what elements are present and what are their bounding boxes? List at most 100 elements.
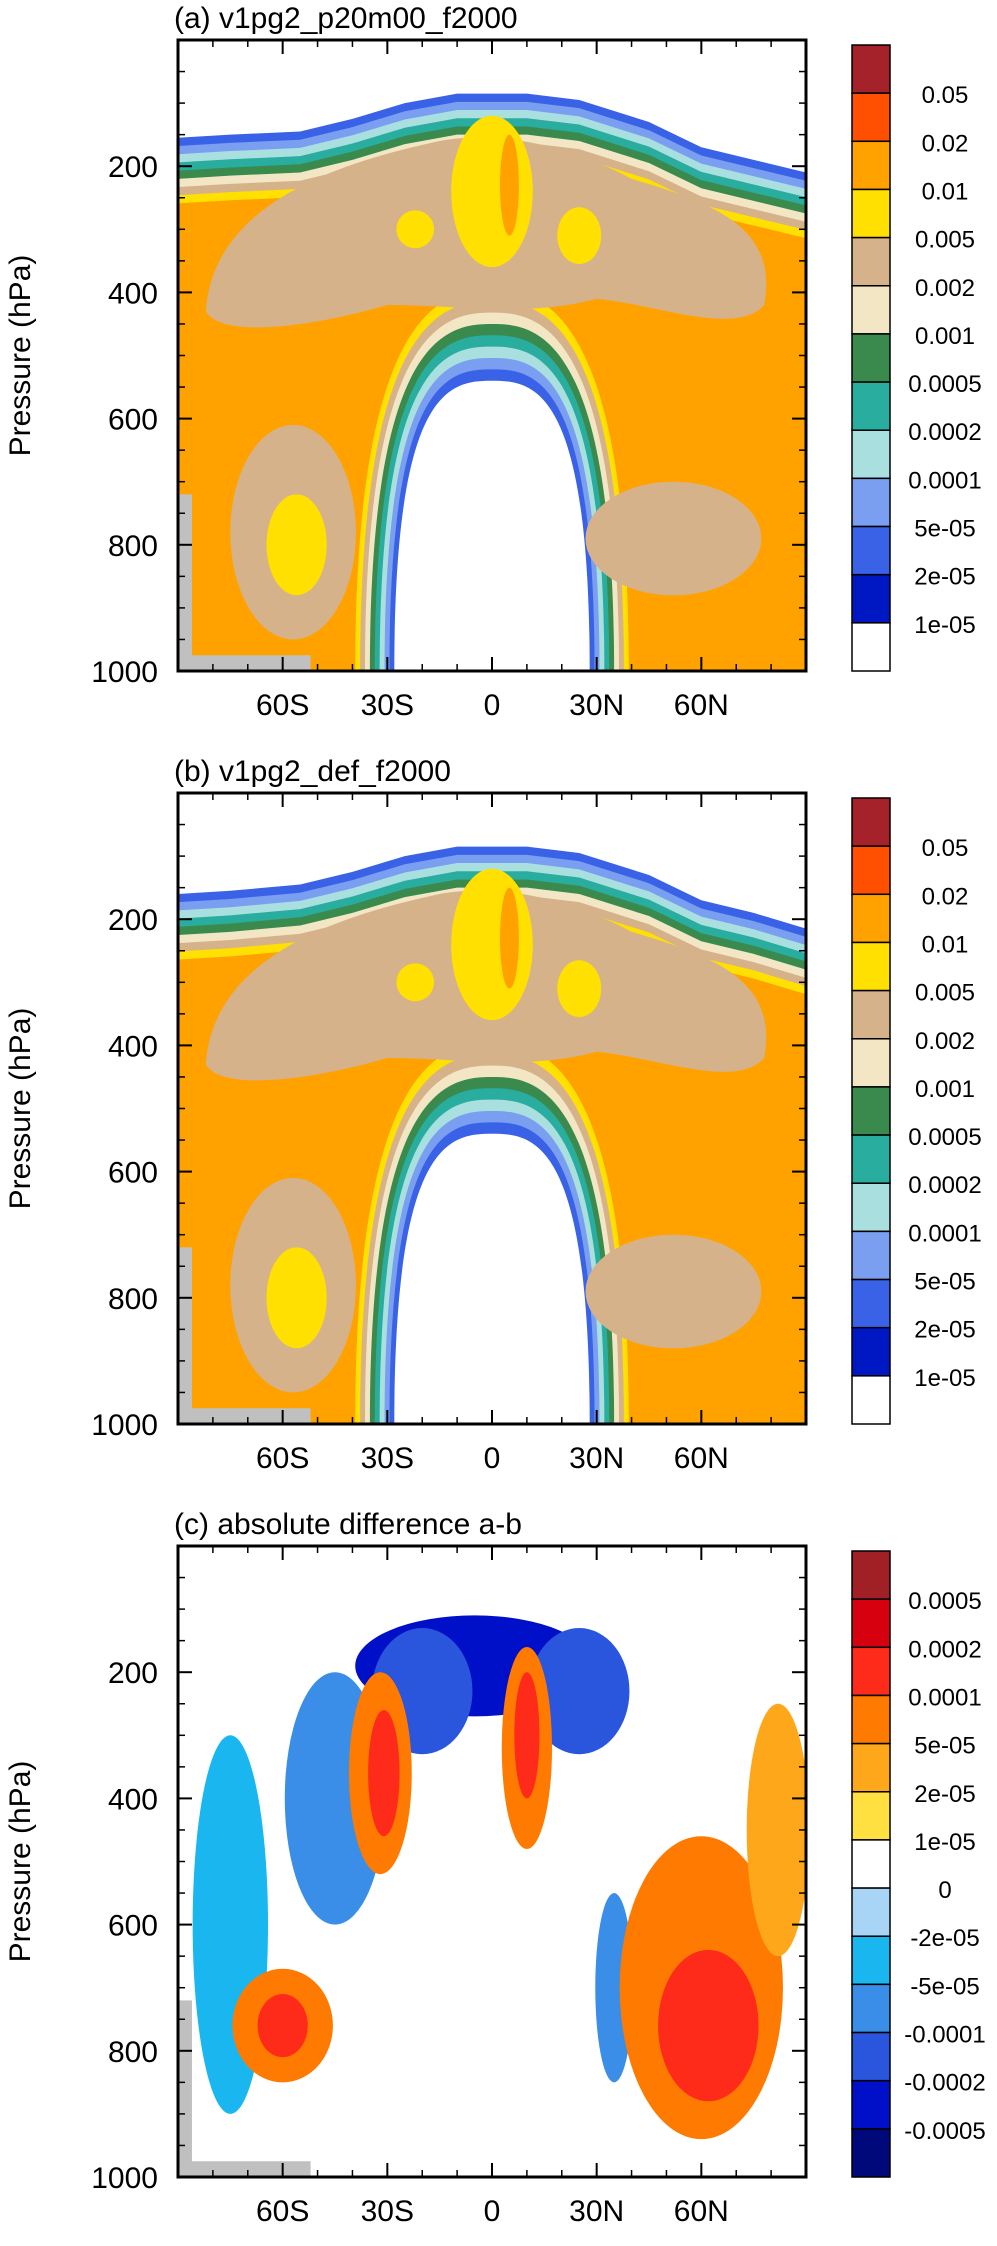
contour-band: [595, 1893, 633, 2083]
x-tick-label: 60N: [674, 689, 729, 722]
colorbar-swatch: [851, 1839, 891, 1889]
colorbar-swatch: [851, 1887, 891, 1937]
x-tick-label: 60N: [674, 1442, 729, 1475]
colorbar-swatch: [851, 1278, 891, 1329]
x-axis: 60S 30S 0 30N 60N: [212, 793, 772, 1475]
colorbar-label: 2e-05: [914, 564, 975, 591]
colorbar-swatch: [851, 1375, 891, 1425]
colorbar-swatch: [851, 941, 891, 992]
colorbar-swatch: [851, 893, 891, 944]
chart-title: (c) absolute difference a-b: [174, 1508, 522, 1541]
contour-band: [368, 1710, 400, 1837]
y-axis: 200 400 600 800 1000: [91, 1576, 806, 2195]
colorbar-swatch: [851, 2079, 891, 2130]
colorbar-swatch: [851, 1134, 891, 1184]
colorbar-label: 5e-05: [914, 1269, 975, 1296]
colorbar: 0.0005 0.0002 0.0001 5e-05 2e-05 1e-05 0 -2e-05…: [851, 1550, 986, 2178]
x-tick-label: 30N: [569, 689, 624, 722]
colorbar-label: -0.0005: [904, 2118, 985, 2145]
colorbar-label: 0: [938, 1877, 951, 1904]
colorbar: 0.05 0.02 0.01 0.005 0.002 0.001 0.0005 0.0002 0…: [851, 44, 982, 672]
colorbar-label: 1e-05: [914, 1829, 975, 1856]
colorbar-label: 0.05: [922, 835, 969, 862]
y-axis-label: Pressure (hPa): [4, 1008, 37, 1210]
colorbar-swatch: [851, 1646, 891, 1697]
colorbar-swatch: [851, 1326, 891, 1377]
x-tick-label: 30N: [569, 1442, 624, 1475]
x-tick-label: 0: [484, 1442, 501, 1475]
contour-band: [585, 1234, 762, 1349]
colorbar-label: 0.01: [922, 178, 969, 205]
colorbar-swatch: [851, 285, 891, 335]
colorbar-swatch: [851, 429, 891, 480]
colorbar-swatch: [851, 1742, 891, 1793]
colorbar-swatch: [851, 2128, 891, 2178]
colorbar-swatch: [851, 1086, 891, 1136]
colorbar-label: -5e-05: [910, 1973, 979, 2000]
y-axis: 200 400 600 800 1000: [91, 823, 806, 1442]
y-tick-label: 1000: [91, 1409, 158, 1442]
colorbar-label: 1e-05: [914, 1365, 975, 1392]
colorbar-label: 0.0001: [908, 467, 981, 494]
colorbar-label: 0.0005: [908, 1588, 981, 1615]
contour-band: [451, 115, 533, 268]
colorbar-swatch: [851, 1791, 891, 1841]
x-axis: 60S 30S 0 30N 60N: [212, 1546, 772, 2228]
x-tick-label: 30S: [361, 689, 414, 722]
colorbar-label: 0.0005: [908, 371, 981, 398]
colorbar-swatch: [851, 2031, 891, 2082]
contour-band: [396, 210, 435, 249]
y-tick-label: 200: [108, 151, 158, 184]
contour-band: [500, 887, 519, 989]
y-tick-label: 200: [108, 904, 158, 937]
colorbar-label: 0.0002: [908, 419, 981, 446]
y-tick-label: 1000: [91, 656, 158, 689]
colorbar-swatch: [851, 573, 891, 624]
colorbar-swatch: [851, 1598, 891, 1649]
y-tick-label: 400: [108, 277, 158, 310]
x-tick-label: 0: [484, 689, 501, 722]
contour-band: [658, 1949, 759, 2102]
plot-area: [178, 40, 806, 671]
contour-band: [451, 868, 533, 1021]
colorbar-swatch: [851, 188, 891, 239]
colorbar-label: 0.02: [922, 130, 969, 157]
contour-band: [396, 963, 435, 1002]
contour-band: [500, 134, 519, 236]
colorbar-swatch: [851, 236, 891, 287]
contour-band: [266, 494, 327, 596]
colorbar-label: 0.001: [915, 1076, 975, 1103]
y-axis: 200 400 600 800 1000: [91, 70, 806, 689]
colorbar-label: 5e-05: [914, 1733, 975, 1760]
colorbar-label: 0.002: [915, 1028, 975, 1055]
x-tick-label: 60S: [256, 689, 309, 722]
contour-band: [557, 207, 602, 265]
colorbar-swatch: [851, 1983, 891, 2034]
x-tick-label: 60S: [256, 2195, 309, 2228]
colorbar-swatch: [851, 845, 891, 896]
colorbar-label: 0.0005: [908, 1124, 981, 1151]
contour-band: [528, 1628, 630, 1755]
colorbar-label: 0.005: [915, 980, 975, 1007]
x-tick-label: 30S: [361, 1442, 414, 1475]
y-tick-label: 600: [108, 404, 158, 437]
y-tick-label: 800: [108, 530, 158, 563]
x-tick-label: 30N: [569, 2195, 624, 2228]
colorbar-label: 2e-05: [914, 1317, 975, 1344]
y-tick-label: 400: [108, 1030, 158, 1063]
contour-band: [266, 1247, 327, 1349]
contour-band: [557, 960, 602, 1018]
contour-band: [257, 1994, 308, 2058]
colorbar-swatch: [851, 140, 891, 191]
colorbar-label: 0.005: [915, 227, 975, 254]
colorbar-swatch: [851, 477, 891, 528]
colorbar-label: 0.001: [915, 323, 975, 350]
chart-title: (b) v1pg2_def_f2000: [174, 755, 451, 788]
colorbar-swatch: [851, 1230, 891, 1281]
colorbar-swatch: [851, 1038, 891, 1088]
y-tick-label: 1000: [91, 2162, 158, 2195]
colorbar-swatch: [851, 1182, 891, 1233]
surface-mask: [178, 494, 311, 671]
colorbar-swatch: [851, 44, 891, 94]
